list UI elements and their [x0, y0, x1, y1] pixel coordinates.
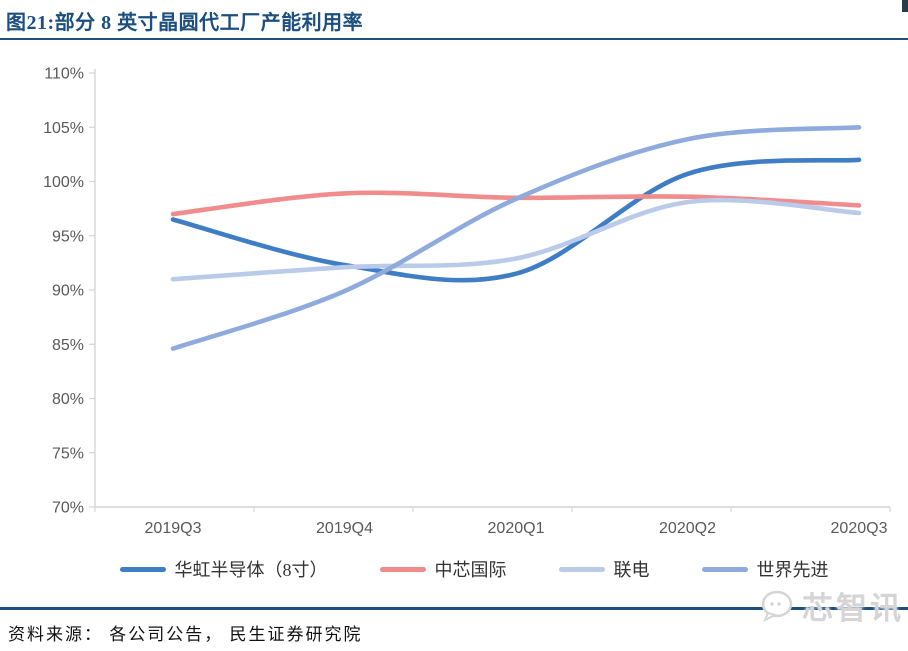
title-divider — [0, 38, 908, 40]
legend-label: 世界先进 — [756, 560, 829, 580]
data-source-note: 资料来源： 各公司公告， 民生证券研究院 — [8, 625, 363, 644]
legend-label: 联电 — [613, 560, 650, 580]
y-axis-label: 95% — [52, 228, 84, 245]
page-edge-artifact — [902, 0, 908, 12]
y-axis-label: 105% — [43, 120, 84, 137]
chart-legend: 华虹半导体（8寸） 中芯国际 联电 世界先进 — [0, 556, 908, 582]
watermark-text: 芯智讯 — [802, 591, 904, 626]
y-axis-label: 75% — [52, 445, 84, 462]
legend-item: 联电 — [558, 556, 650, 582]
y-axis-label: 85% — [52, 337, 84, 354]
x-axis-label: 2020Q2 — [659, 520, 716, 537]
y-axis-label: 90% — [52, 283, 84, 300]
series-line-华虹半导体（8寸） — [170, 157, 862, 283]
legend-swatch — [558, 566, 605, 572]
chart-area: 70% 75% 80% 85% 90% 95% 100% 105% 110% 2019Q3 2019… — [0, 55, 908, 545]
legend-swatch — [379, 566, 426, 572]
legend-swatch — [701, 566, 748, 572]
chat-bubble-logo-icon — [761, 590, 793, 622]
legend-swatch — [119, 566, 166, 572]
legend-label: 华虹半导体（8寸） — [174, 560, 328, 580]
capacity-utilization-line-chart: 70% 75% 80% 85% 90% 95% 100% 105% 110% 2019Q3 2019… — [43, 66, 891, 537]
watermark: 芯智讯 — [758, 583, 904, 628]
y-axis-label: 110% — [44, 66, 84, 83]
y-axis-label: 80% — [52, 391, 84, 408]
figure-title: 图21:部分 8 英寸晶圆代工厂产能利用率 — [6, 12, 364, 34]
footer-divider — [0, 607, 908, 610]
x-axis-label: 2019Q3 — [145, 520, 202, 537]
x-axis-label: 2019Q4 — [316, 520, 373, 537]
series-line-世界先进 — [170, 125, 862, 351]
legend-label: 中芯国际 — [434, 560, 507, 580]
legend-item: 中芯国际 — [379, 556, 507, 582]
y-axis-label: 70% — [52, 500, 84, 517]
series-line-联电 — [170, 197, 862, 282]
legend-item: 华虹半导体（8寸） — [119, 556, 328, 582]
legend-item: 世界先进 — [701, 556, 829, 582]
y-axis-label: 100% — [43, 174, 84, 191]
x-axis-label: 2020Q1 — [488, 520, 545, 537]
x-axis-label: 2020Q3 — [831, 520, 888, 537]
